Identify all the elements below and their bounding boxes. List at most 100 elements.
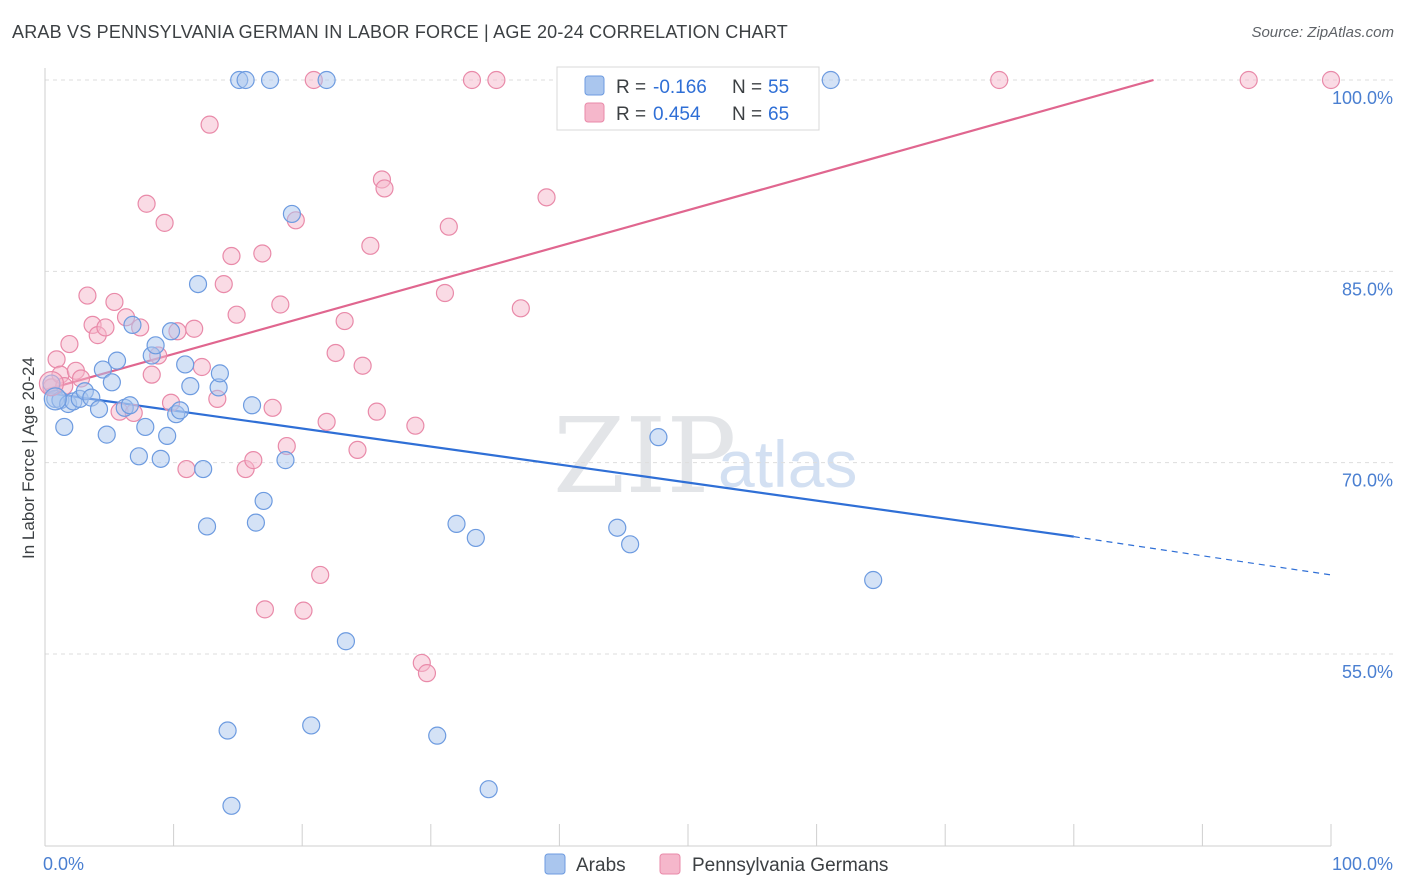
point-pg-28: [222, 246, 241, 266]
trend-line-arabs: [44, 391, 1074, 538]
legend-r-label-arabs: R =: [616, 77, 646, 98]
point-arab-22: [158, 426, 177, 445]
point-arab-30: [197, 517, 217, 536]
point-arab-large: [43, 387, 67, 411]
y-tick-label-2: 70.0%: [1342, 471, 1393, 491]
point-pg-38: [294, 601, 313, 620]
point-pg-55: [462, 70, 482, 90]
point-pg-25: [200, 115, 219, 134]
point-arab-40: [260, 70, 280, 90]
point-pg-7: [78, 286, 97, 305]
legend-r-value-arabs: -0.166: [653, 77, 707, 98]
point-arab-20: [146, 336, 165, 355]
point-pg-19: [155, 213, 174, 232]
point-arab-45: [336, 632, 356, 651]
point-pg-35: [271, 295, 290, 314]
data-points: [38, 70, 1341, 815]
point-pg-32: [253, 244, 272, 263]
point-arab-42: [282, 204, 302, 224]
point-pg-34: [263, 398, 282, 417]
x-tick-label-min: 0.0%: [43, 854, 84, 874]
point-pg-23: [185, 319, 204, 338]
point-pg-64: [1321, 70, 1341, 90]
point-pg-45: [353, 356, 372, 375]
point-pg-31: [244, 451, 263, 470]
point-pg-49: [375, 179, 394, 198]
point-arab-13: [107, 351, 127, 370]
legend-n-value-pg: 65: [768, 104, 789, 125]
point-arab-44: [317, 70, 336, 90]
point-arab-26: [176, 355, 195, 374]
bottom-legend-label-pg: Pennsylvania Germans: [692, 855, 888, 876]
watermark-zip: ZIP: [553, 395, 736, 517]
trend-line-arabs-extension: [1073, 536, 1332, 576]
point-arab-38: [246, 513, 266, 532]
point-arab-25: [170, 401, 190, 420]
point-arab-49: [479, 780, 498, 799]
tick-labels: 100.0% 85.0% 70.0% 55.0% 0.0% 100.0%: [43, 88, 1393, 874]
point-arab-12: [102, 373, 121, 392]
point-arab-34: [222, 796, 241, 815]
point-arab-46: [428, 726, 447, 745]
legend-r-label-pg: R =: [616, 104, 646, 125]
point-pg-58: [537, 188, 556, 207]
point-arab-39: [254, 491, 273, 511]
point-pg-17: [142, 365, 161, 384]
point-arab-47: [447, 514, 466, 533]
point-pg-43: [335, 311, 354, 331]
point-pg-42: [326, 343, 345, 363]
point-arab-17: [129, 447, 148, 466]
trend-line-pg: [44, 78, 1154, 392]
point-pg-57: [511, 299, 530, 318]
bottom-legend-swatch-arabs: [544, 853, 566, 875]
point-arab-10: [93, 360, 112, 379]
point-arab-43: [302, 716, 321, 735]
point-arab-28: [188, 274, 208, 294]
point-pg-62: [990, 70, 1009, 90]
watermark-atlas: atlas: [718, 427, 857, 501]
stats-legend: R = -0.166 N = 55 R = 0.454 N = 65: [556, 66, 820, 131]
point-arab-29: [194, 459, 213, 479]
point-arab-16: [123, 315, 142, 335]
point-arab-18: [136, 417, 155, 437]
point-pg-41: [317, 412, 336, 431]
point-arab-27: [181, 377, 200, 396]
point-pg-4: [60, 334, 79, 354]
point-pg-40: [311, 565, 330, 585]
point-pg-53: [435, 283, 455, 303]
point-arab-23: [161, 322, 181, 341]
point-pg-16: [137, 194, 156, 213]
point-pg-24: [192, 357, 211, 377]
point-arab-51: [621, 535, 640, 554]
point-arab-41: [276, 451, 295, 470]
point-pg-33: [255, 600, 275, 619]
legend-swatch-arabs: [584, 75, 605, 96]
point-pg-56: [487, 70, 506, 90]
bottom-legend-swatch-pg: [659, 853, 681, 875]
point-pg-29: [227, 305, 246, 324]
bottom-legend-label-arabs: Arabs: [576, 855, 626, 876]
chart-title: ARAB VS PENNSYLVANIA GERMAN IN LABOR FOR…: [12, 22, 788, 42]
y-axis-title: In Labor Force | Age 20-24: [19, 357, 38, 559]
point-arab-37: [242, 396, 262, 415]
point-pg-1: [47, 350, 66, 369]
point-arab-9: [89, 399, 109, 419]
point-arab-3: [55, 417, 74, 437]
point-arab-48: [466, 528, 485, 548]
x-tick-label-max: 100.0%: [1332, 854, 1393, 874]
legend-r-value-pg: 0.454: [653, 104, 701, 125]
point-pg-27: [214, 274, 233, 294]
point-pg-54: [439, 217, 458, 236]
point-pg-44: [348, 440, 367, 460]
y-tick-label-3: 55.0%: [1342, 662, 1393, 682]
point-arab-50: [608, 518, 627, 537]
point-pg-63: [1239, 70, 1258, 90]
point-arab-54: [864, 570, 883, 590]
point-pg-52: [417, 664, 437, 683]
point-arab-11: [97, 425, 116, 444]
y-tick-label-0: 100.0%: [1332, 88, 1393, 108]
source-credit: Source: ZipAtlas.com: [1251, 24, 1394, 41]
point-arab-53: [821, 70, 840, 90]
axes: [44, 68, 1332, 847]
